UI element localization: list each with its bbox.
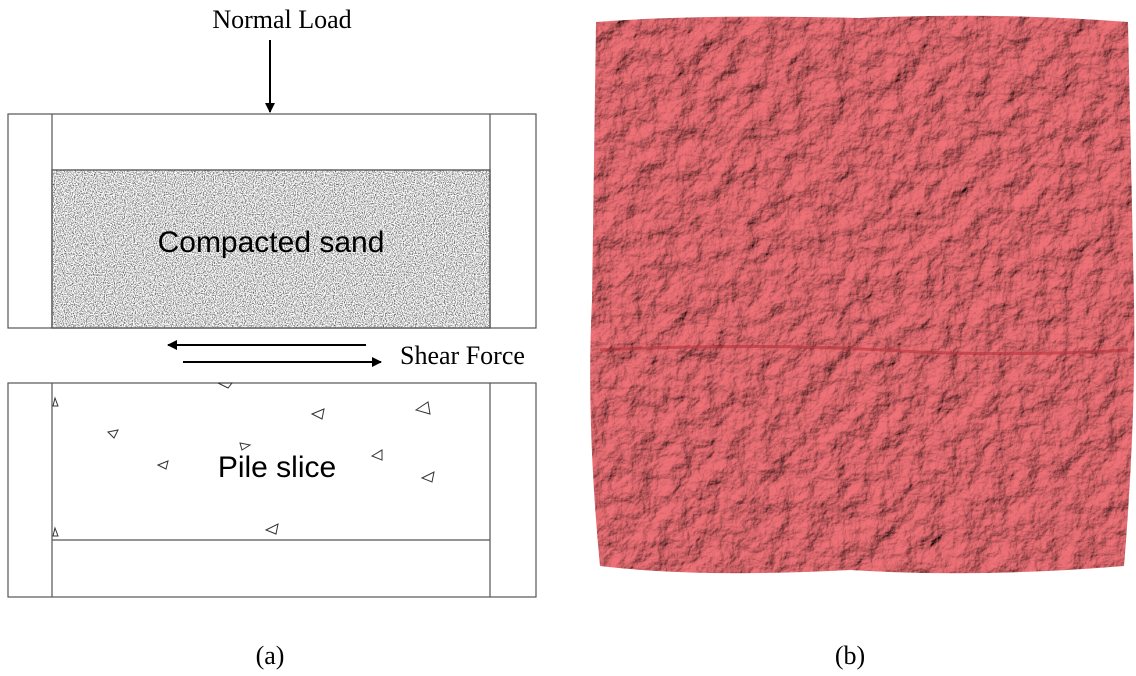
label: Compacted sand <box>158 226 385 259</box>
lower-box <box>8 383 536 597</box>
shear-box-diagram <box>8 40 536 597</box>
figure: Normal Load Compacted sand Shear Force P… <box>0 0 1136 676</box>
caption: (b) <box>835 641 865 670</box>
label: Pile slice <box>218 451 336 484</box>
specimen-photo <box>590 16 1134 573</box>
label: Normal Load <box>212 5 351 34</box>
label: Shear Force <box>400 341 525 370</box>
caption: (a) <box>256 641 285 670</box>
